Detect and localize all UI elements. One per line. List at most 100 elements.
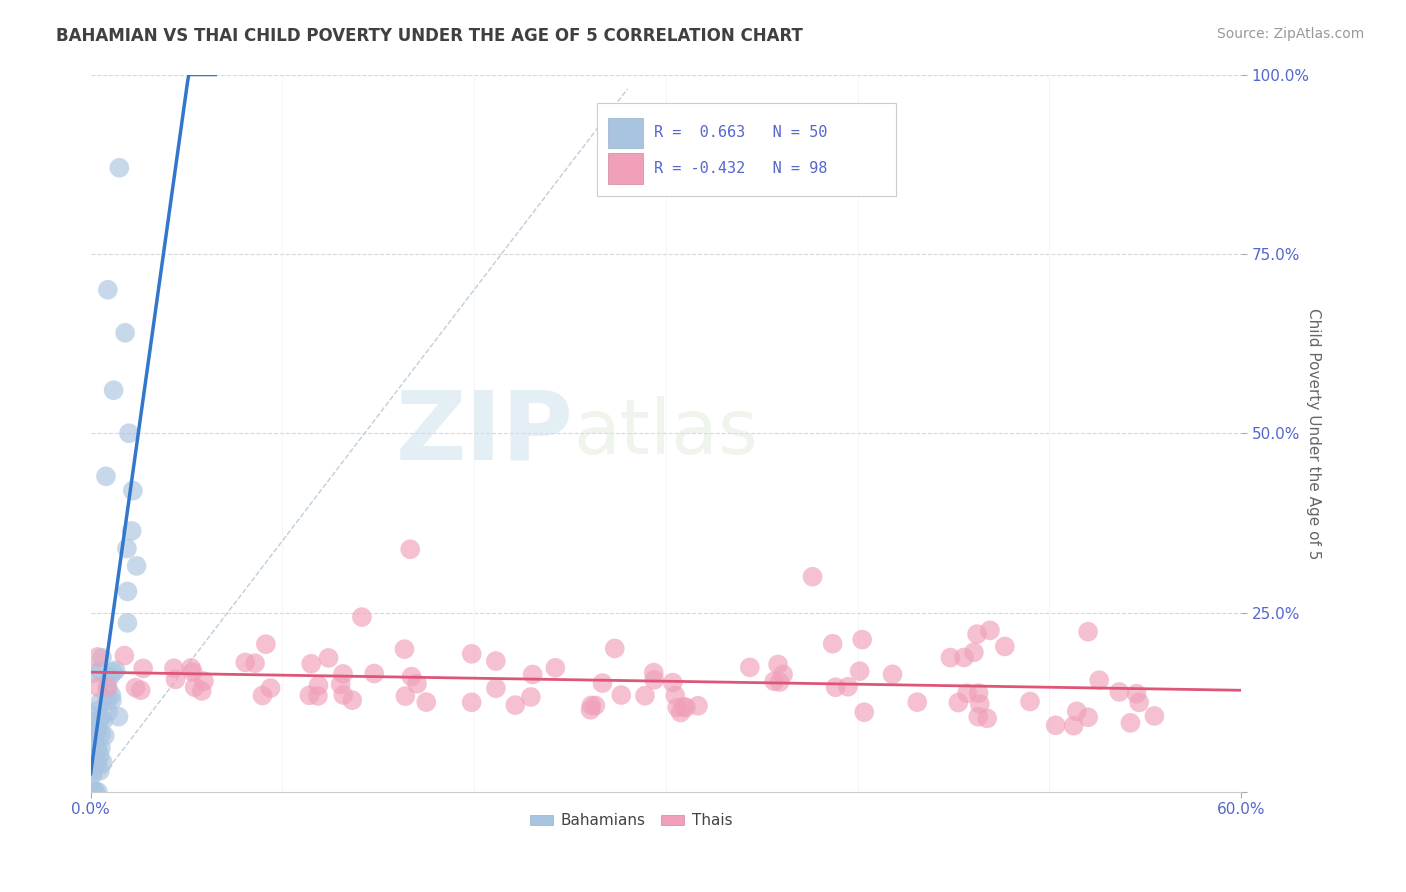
Point (583, 698, 606, 713)
Point (643, 665, 665, 680)
Point (848, 664, 870, 678)
Point (1045, 718, 1067, 732)
Point (967, 710, 990, 724)
Point (738, 660, 761, 674)
Point (104, 663, 127, 677)
Point (460, 695, 482, 709)
Point (1019, 694, 1042, 708)
Point (93, 713, 115, 727)
Point (83, 666, 105, 681)
Point (233, 656, 256, 670)
Point (969, 697, 991, 711)
Point (121, 524, 143, 538)
Point (544, 661, 567, 675)
Point (87, 680, 110, 694)
Point (766, 657, 789, 672)
Point (821, 637, 844, 651)
Point (394, 689, 416, 703)
Point (252, 689, 274, 703)
Point (87, 742, 110, 756)
Point (80, 733, 103, 747)
Point (485, 681, 508, 696)
Point (89, 696, 111, 710)
Point (97, 680, 120, 694)
Point (953, 650, 976, 665)
Point (86, 649, 108, 664)
Point (350, 610, 373, 624)
Point (415, 695, 437, 709)
Point (664, 689, 686, 703)
Point (307, 689, 329, 703)
Point (824, 680, 846, 694)
Text: R =  0.663   N = 50: R = 0.663 N = 50 (654, 125, 828, 140)
Point (485, 654, 508, 668)
Point (90, 740, 112, 755)
Point (117, 584, 139, 599)
Point (83, 763, 105, 777)
Point (89, 665, 111, 679)
Point (89, 764, 111, 778)
Point (399, 542, 422, 557)
Point (298, 688, 321, 702)
FancyBboxPatch shape (598, 103, 896, 196)
Point (363, 666, 385, 681)
Point (103, 383, 125, 397)
Point (108, 161, 131, 175)
Point (882, 667, 904, 681)
Point (86, 704, 108, 718)
Point (80, 727, 103, 741)
Point (332, 666, 354, 681)
Point (1128, 695, 1150, 709)
Point (190, 684, 212, 698)
Point (1088, 673, 1111, 688)
Point (603, 641, 626, 656)
Point (90, 712, 112, 726)
Point (100, 688, 122, 702)
Point (1077, 710, 1099, 724)
Point (308, 678, 330, 692)
Point (994, 640, 1017, 654)
Point (963, 645, 986, 659)
Point (520, 690, 543, 704)
Point (96, 694, 118, 708)
Point (125, 558, 148, 573)
Point (132, 661, 155, 675)
Point (966, 627, 988, 641)
Point (83, 749, 105, 764)
Point (93, 729, 115, 743)
Point (112, 648, 135, 663)
Point (522, 667, 544, 681)
Point (121, 483, 143, 498)
Point (394, 642, 416, 657)
Point (89, 748, 111, 763)
Point (259, 681, 281, 695)
Point (181, 665, 204, 679)
Point (686, 698, 709, 713)
Point (837, 680, 859, 694)
Point (579, 703, 602, 717)
Point (86, 756, 108, 770)
Point (84, 785, 107, 799)
Point (117, 615, 139, 630)
Point (592, 676, 614, 690)
Text: R = -0.432   N = 98: R = -0.432 N = 98 (654, 161, 828, 176)
Point (98, 669, 121, 683)
Point (87, 714, 110, 728)
Point (101, 665, 124, 680)
Point (254, 637, 277, 651)
Point (118, 426, 141, 441)
Point (643, 673, 665, 687)
FancyBboxPatch shape (609, 153, 643, 184)
Point (87, 785, 110, 799)
Point (967, 686, 990, 700)
Point (94, 469, 117, 483)
Point (669, 706, 692, 720)
Point (851, 632, 873, 647)
Point (763, 674, 786, 689)
Point (675, 700, 697, 714)
Point (165, 673, 187, 687)
Point (83, 709, 105, 723)
Point (772, 667, 794, 681)
Point (183, 680, 205, 694)
Text: ZIP: ZIP (396, 387, 574, 480)
